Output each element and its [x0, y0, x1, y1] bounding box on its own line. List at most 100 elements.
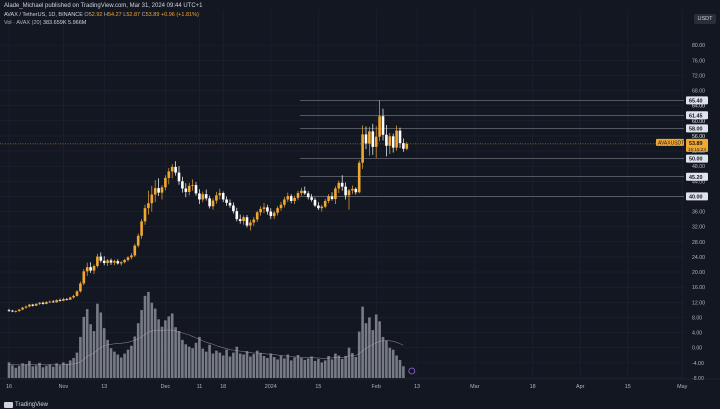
price-tag-value: 53.89 — [689, 141, 703, 147]
volume-bar-102 — [354, 356, 358, 378]
candle-body-23 — [85, 267, 89, 272]
candlesticks — [7, 100, 409, 313]
volume-bar-21 — [79, 336, 82, 378]
candle-body-79 — [276, 208, 279, 213]
candle-7 — [31, 303, 35, 307]
volume-bar-22 — [82, 316, 86, 378]
candle-68 — [238, 214, 242, 224]
candle-114 — [395, 125, 398, 151]
low-label: L — [123, 12, 127, 18]
volume-bar-64 — [225, 349, 228, 378]
candle-body-5 — [24, 306, 28, 308]
level-tag-4: 45.20 — [689, 175, 703, 181]
volume-bar-32 — [116, 354, 120, 378]
candle-body-71 — [249, 222, 252, 226]
volume-bar-27 — [99, 312, 103, 378]
volume-bar-7 — [31, 366, 35, 378]
volume-bar-108 — [374, 314, 378, 378]
candle-14 — [55, 299, 58, 303]
level-tag-bg-4 — [686, 172, 708, 181]
volume-bar-65 — [228, 356, 232, 378]
level-tag-5: 40.00 — [689, 194, 703, 200]
candle-107 — [371, 123, 375, 155]
time-axis: 16 Nov 13 Dec 11 18 2024 15 Feb 13 Mar 18 Apr 15 May — [0, 367, 720, 390]
volume-bar-29 — [106, 339, 109, 378]
volume-bar-72 — [252, 354, 256, 378]
volume-bar-106 — [368, 317, 371, 378]
candle-38 — [136, 233, 140, 248]
volume-bar-70 — [245, 351, 249, 378]
candle-body-35 — [126, 257, 130, 260]
candle-body-42 — [150, 194, 154, 204]
volume-bar-33 — [119, 357, 123, 378]
volume-bar-110 — [381, 336, 385, 378]
candle-body-43 — [153, 188, 157, 195]
level-tag-bg-2 — [686, 124, 708, 133]
volume-bar-96 — [334, 353, 337, 378]
x-tick-label-11: 18 — [530, 384, 536, 390]
volume-bar-40 — [143, 295, 147, 378]
level-tag-1: 61.45 — [689, 113, 703, 119]
candle-body-48 — [170, 166, 174, 172]
candle-33 — [119, 261, 123, 266]
candle-25 — [92, 264, 96, 274]
candle-20 — [75, 290, 79, 297]
candle-body-99 — [344, 186, 347, 196]
volume-bar-20 — [75, 352, 79, 378]
candle-40 — [143, 204, 147, 225]
candle-10 — [41, 301, 45, 305]
volume-bar-5 — [24, 364, 28, 378]
tradingview-brand: TradingView — [15, 402, 49, 408]
candle-51 — [181, 176, 184, 193]
horizontal-levels — [0, 100, 684, 197]
volume-bar-3 — [17, 365, 21, 378]
candle-28 — [102, 256, 106, 266]
candle-body-4 — [21, 307, 24, 310]
candle-body-67 — [235, 211, 239, 220]
volume-bar-113 — [391, 349, 395, 378]
currency-button[interactable]: USDT — [694, 14, 716, 24]
candle-5 — [24, 305, 28, 309]
candle-body-102 — [354, 188, 358, 193]
candle-body-11 — [45, 301, 48, 304]
candle-9 — [38, 301, 41, 305]
candle-body-90 — [313, 199, 317, 206]
candle-body-75 — [262, 207, 266, 209]
candle-31 — [113, 259, 116, 266]
volume-bar-103 — [357, 331, 361, 378]
volume-bar-11 — [45, 365, 48, 378]
candle-70 — [245, 214, 249, 228]
candle-body-113 — [391, 136, 395, 148]
candle-body-77 — [269, 211, 273, 217]
volume-bar-19 — [72, 357, 75, 378]
candle-body-53 — [187, 185, 191, 192]
y-tick-label-14: 48.00 — [692, 164, 705, 170]
x-tick-label-4: 11 — [197, 384, 203, 390]
candle-66 — [232, 202, 235, 214]
volume-bar-97 — [337, 355, 341, 378]
y-tick-label-3: 4.00 — [692, 331, 702, 337]
candle-63 — [221, 191, 225, 203]
price-tag-countdown: 15:15:23 — [688, 147, 706, 152]
candle-64 — [225, 196, 228, 206]
candle-99 — [344, 182, 347, 200]
volume-ma-line — [9, 329, 404, 366]
candle-body-68 — [238, 219, 242, 222]
y-tick-label-13: 44.00 — [692, 179, 705, 185]
volume-bar-62 — [218, 352, 222, 378]
candle-53 — [187, 182, 191, 196]
candle-39 — [140, 219, 143, 239]
volume-bar-26 — [96, 303, 99, 378]
volume-bar-81 — [283, 358, 286, 378]
candle-90 — [313, 197, 317, 208]
y-tick-label-20: 72.00 — [692, 73, 705, 79]
candle-body-66 — [232, 205, 235, 212]
candle-72 — [252, 216, 256, 226]
symbol-line: AVAX / TetherUS, 1D, BINANCE — [4, 12, 83, 18]
candle-body-51 — [181, 181, 184, 189]
candle-60 — [211, 198, 215, 210]
volume-bar-8 — [34, 365, 38, 378]
price-tag-bg — [686, 138, 708, 152]
candle-body-84 — [293, 197, 296, 201]
